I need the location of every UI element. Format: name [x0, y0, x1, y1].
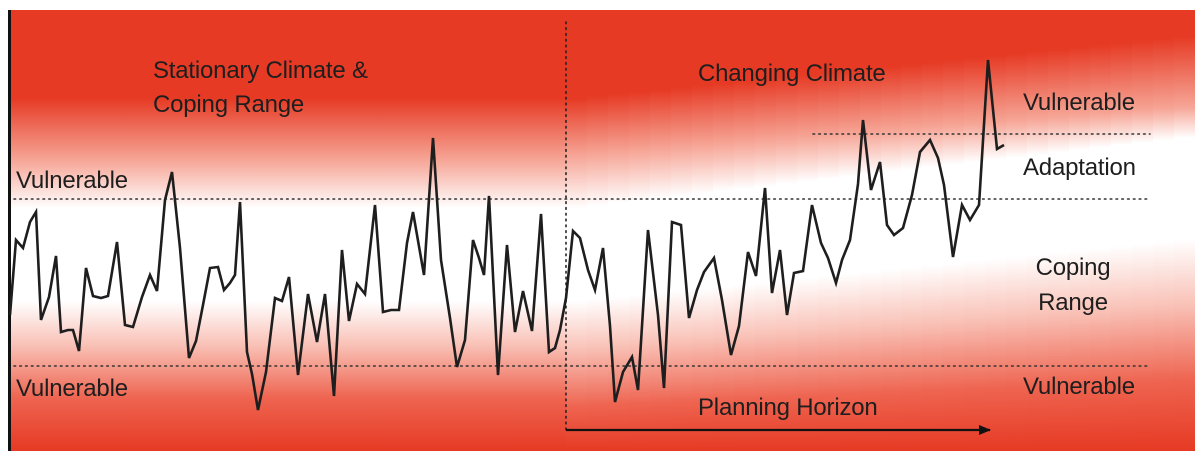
changing-climate-gradient-strip: [734, 10, 756, 451]
changing-climate-gradient-strip: [692, 10, 714, 451]
changing-climate-gradient-strip: [1111, 10, 1133, 451]
changing-climate-gradient-strip: [587, 10, 609, 451]
bottom-margin: [0, 451, 1195, 461]
changing-climate-gradient-strip: [1174, 10, 1195, 451]
changing-climate-gradient-strip: [860, 10, 882, 451]
stationary-climate-background: [8, 10, 566, 451]
changing-climate-gradient-strip: [1153, 10, 1175, 451]
changing-climate-gradient-strip: [818, 10, 840, 451]
stationary-climate-title-line2: Coping Range: [153, 91, 305, 118]
vulnerable-upper-right-label: Vulnerable: [1023, 89, 1135, 116]
changing-climate-gradient-strip: [1132, 10, 1154, 451]
changing-climate-gradient-strip: [608, 10, 630, 451]
coping-range-label-line2: Range: [1038, 289, 1108, 316]
changing-climate-gradient-strip: [839, 10, 861, 451]
coping-range-label-line1: Coping: [1035, 254, 1111, 281]
changing-climate-gradient-strip: [1090, 10, 1112, 451]
changing-climate-gradient-strip: [1048, 10, 1070, 451]
changing-climate-gradient-strip: [1027, 10, 1049, 451]
stationary-climate-title-line1: Stationary Climate &: [153, 57, 368, 84]
vulnerable-lower-right-label: Vulnerable: [1023, 373, 1135, 400]
adaptation-label: Adaptation: [1023, 154, 1136, 181]
changing-climate-gradient-strip: [755, 10, 777, 451]
changing-climate-gradient-strip: [985, 10, 1007, 451]
left-axis-line: [8, 10, 11, 451]
changing-climate-gradient-strip: [566, 10, 588, 451]
vulnerable-lower-left-label: Vulnerable: [16, 375, 128, 402]
changing-climate-title: Changing Climate: [698, 60, 886, 87]
changing-climate-gradient-strip: [629, 10, 651, 451]
changing-climate-gradient-strip: [922, 10, 944, 451]
changing-climate-gradient-strip: [776, 10, 798, 451]
changing-climate-gradient-strip: [964, 10, 986, 451]
climate-variability-line: [8, 59, 1005, 411]
changing-climate-gradient-strip: [901, 10, 923, 451]
planning-horizon-label: Planning Horizon: [698, 394, 878, 421]
changing-climate-gradient-strip: [1069, 10, 1091, 451]
vulnerable-upper-left-label: Vulnerable: [16, 167, 128, 194]
changing-climate-gradient-strip: [1006, 10, 1028, 451]
changing-climate-gradient-strip: [943, 10, 965, 451]
